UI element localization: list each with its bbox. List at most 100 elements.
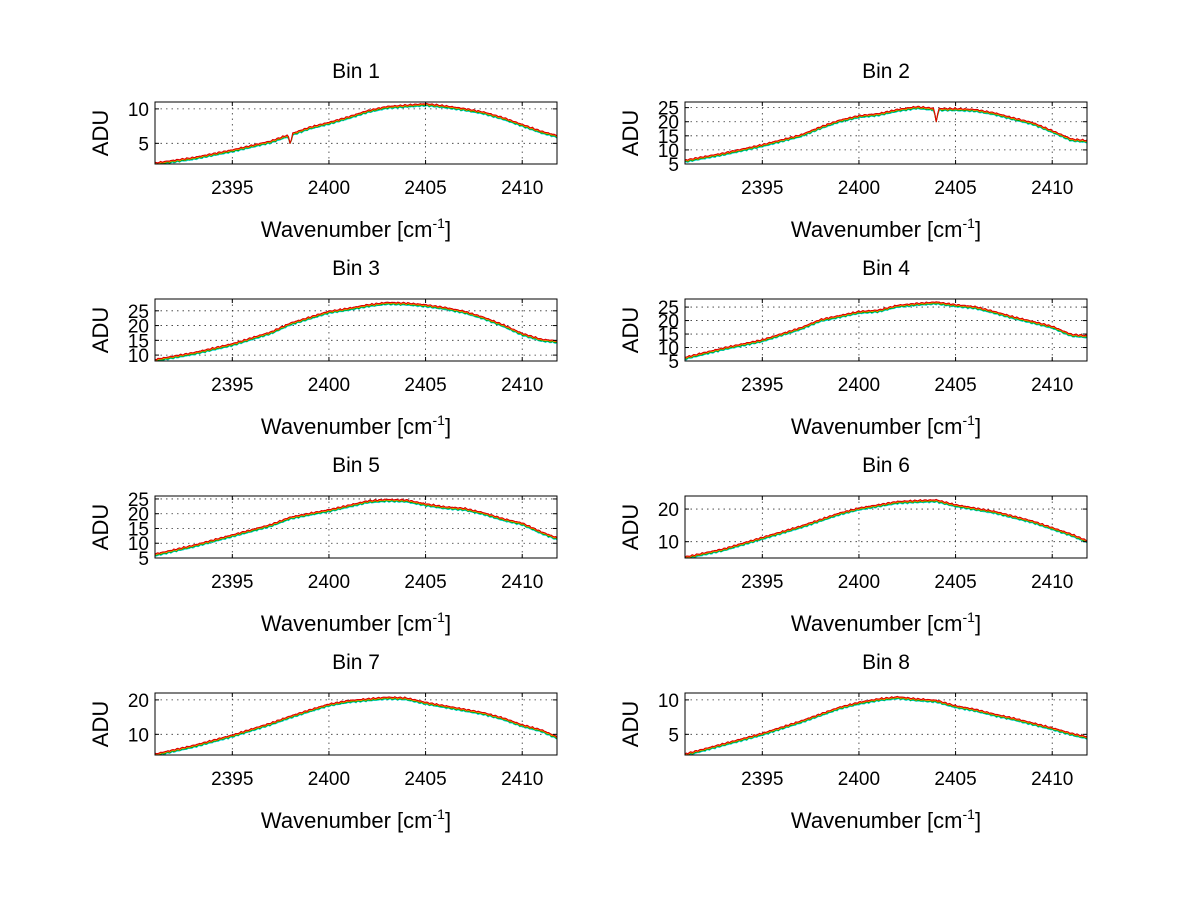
- y-tick-label: 25: [658, 298, 679, 319]
- x-tick-label: 2405: [934, 769, 976, 790]
- y-tick-label: 5: [138, 549, 149, 570]
- x-tick-label: 2395: [741, 769, 783, 790]
- y-axis-label: ADU: [618, 504, 643, 550]
- x-tick-label: 2410: [1031, 572, 1073, 593]
- spectrum-line-3: [154, 696, 558, 755]
- y-axis-label: ADU: [618, 307, 643, 353]
- y-tick-label: 20: [658, 312, 679, 333]
- x-tick-label: 2405: [404, 375, 446, 396]
- y-tick-label: 25: [128, 302, 149, 323]
- x-axis-label: Wavenumber [cm-1]: [791, 215, 981, 242]
- y-tick-label: 10: [128, 346, 149, 367]
- x-tick-label: 2395: [741, 178, 783, 199]
- axes-frame: [684, 495, 1088, 559]
- x-axis-label: Wavenumber [cm-1]: [261, 806, 451, 833]
- x-axis-label: Wavenumber [cm-1]: [261, 215, 451, 242]
- spectrum-line-4: [684, 301, 1088, 358]
- spectrum-line-4: [154, 498, 558, 555]
- spectrum-line-4: [154, 102, 558, 164]
- x-tick-label: 2400: [838, 769, 880, 790]
- axes-frame: [154, 101, 558, 165]
- spectrum-line-2: [154, 697, 558, 756]
- spectrum-line-1: [684, 303, 1088, 361]
- subplot-title: Bin 7: [332, 651, 380, 674]
- spectrum-line-1: [155, 104, 558, 165]
- subplot-8: 2395 2400 2405 2410 5 10 Bin 8 ADU Wavenumber [c…: [618, 651, 1088, 833]
- axes-frame: [684, 298, 1088, 362]
- spectrum-line-3: [154, 103, 558, 165]
- x-tick-label: 2395: [741, 375, 783, 396]
- x-axis-label: Wavenumber [cm-1]: [791, 412, 981, 439]
- y-tick-label: 15: [128, 331, 149, 352]
- x-tick-label: 2395: [211, 178, 253, 199]
- y-tick-label: 10: [658, 533, 679, 554]
- x-tick-label: 2410: [501, 769, 543, 790]
- x-axis-label: Wavenumber [cm-1]: [791, 806, 981, 833]
- y-tick-label: 5: [668, 725, 679, 746]
- y-tick-label: 20: [658, 113, 679, 134]
- subplot-title: Bin 2: [862, 60, 910, 83]
- subplot-title: Bin 3: [332, 257, 380, 280]
- spectrum-line-3: [154, 302, 558, 361]
- spectrum-line-1: [154, 500, 558, 557]
- plot-area: [685, 496, 1087, 558]
- spectrum-line-3: [684, 301, 1087, 359]
- y-tick-label: 15: [128, 519, 149, 540]
- subplot-7: 2395 2400 2405 2410 10 20 Bin 7 ADU Wavenumber […: [88, 651, 558, 833]
- y-axis-label: ADU: [88, 110, 113, 156]
- y-tick-label: 10: [658, 339, 679, 360]
- x-axis-label: Wavenumber [cm-1]: [261, 412, 451, 439]
- x-tick-label: 2400: [308, 178, 350, 199]
- y-tick-label: 20: [128, 317, 149, 338]
- subplot-title: Bin 1: [332, 60, 380, 83]
- subplot-title: Bin 5: [332, 454, 380, 477]
- plot-area: [685, 693, 1087, 755]
- x-tick-label: 2400: [308, 769, 350, 790]
- y-axis-label: ADU: [618, 701, 643, 747]
- x-tick-label: 2405: [934, 375, 976, 396]
- spectrum-line-2: [684, 697, 1088, 756]
- subplot-6: 2395 2400 2405 2410 10 20 Bin 6 ADU Wavenumber […: [618, 454, 1088, 636]
- x-tick-label: 2410: [501, 375, 543, 396]
- spectrum-line-1: [685, 697, 1088, 756]
- spectrum-line-2: [155, 104, 558, 165]
- subplot-title: Bin 6: [862, 454, 910, 477]
- y-axis-label: ADU: [88, 504, 113, 550]
- x-tick-label: 2400: [838, 572, 880, 593]
- x-tick-label: 2405: [934, 572, 976, 593]
- y-tick-label: 10: [658, 691, 679, 712]
- subplot-1: 2395 2400 2405 2410 5 10 Bin 1 ADU Wavenumber [c…: [88, 60, 558, 242]
- y-tick-label: 10: [658, 141, 679, 162]
- y-tick-label: 10: [128, 534, 149, 555]
- y-tick-label: 10: [128, 100, 149, 121]
- y-tick-label: 5: [668, 155, 679, 176]
- y-tick-label: 15: [658, 127, 679, 148]
- y-tick-label: 25: [128, 490, 149, 511]
- y-tick-label: 20: [128, 691, 149, 712]
- x-tick-label: 2405: [404, 178, 446, 199]
- x-tick-label: 2410: [1031, 769, 1073, 790]
- subplot-title: Bin 4: [862, 257, 910, 280]
- spectrum-line-1: [684, 107, 1088, 163]
- x-tick-label: 2400: [308, 375, 350, 396]
- x-axis-label: Wavenumber [cm-1]: [791, 609, 981, 636]
- axes-frame: [154, 298, 558, 362]
- y-tick-label: 20: [128, 505, 149, 526]
- y-tick-label: 10: [128, 725, 149, 746]
- x-tick-label: 2410: [501, 178, 543, 199]
- y-tick-label: 20: [658, 500, 679, 521]
- x-tick-label: 2405: [404, 572, 446, 593]
- spectrum-line-1: [155, 698, 558, 756]
- x-tick-label: 2405: [934, 178, 976, 199]
- axes-frame: [684, 101, 1088, 165]
- spectrum-line-4: [154, 301, 558, 361]
- y-axis-label: ADU: [618, 110, 643, 156]
- y-axis-label: ADU: [88, 307, 113, 353]
- x-tick-label: 2410: [1031, 375, 1073, 396]
- x-tick-label: 2395: [211, 375, 253, 396]
- spectrum-line-4: [154, 696, 558, 755]
- spectrum-line-2: [684, 302, 1088, 360]
- x-tick-label: 2400: [838, 375, 880, 396]
